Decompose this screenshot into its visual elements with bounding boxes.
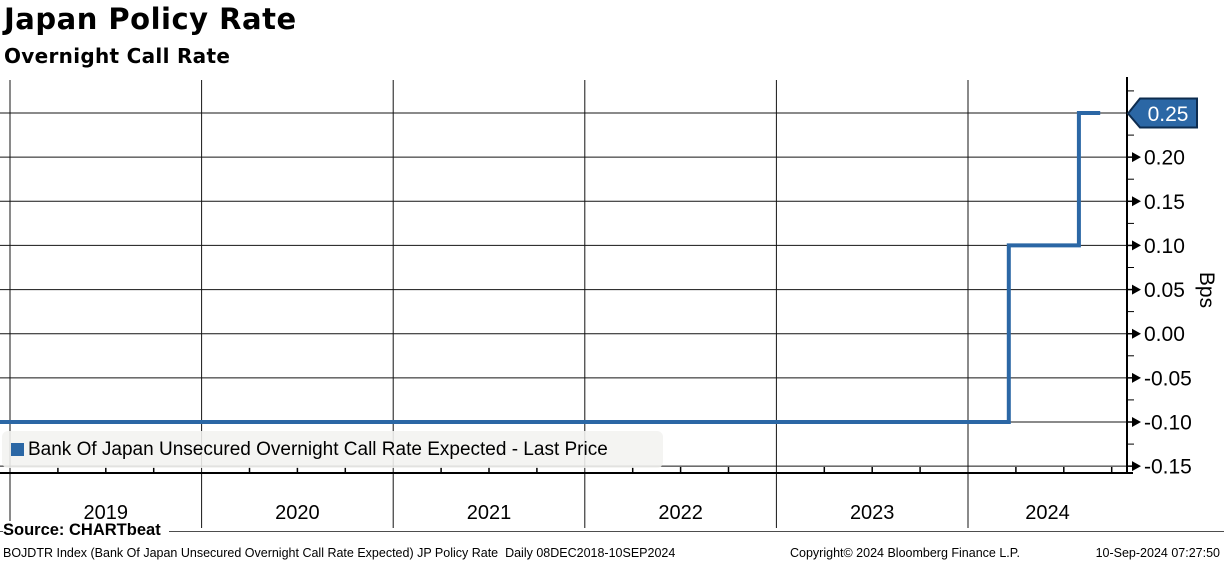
page-subtitle: Overnight Call Rate xyxy=(4,44,231,68)
x-tick-label: 2019 xyxy=(84,502,129,524)
page-title: Japan Policy Rate xyxy=(4,2,297,36)
last-price-label: 0.25 xyxy=(1148,103,1189,126)
x-tick-label: 2022 xyxy=(658,502,703,524)
y-tick-label: 0.00 xyxy=(1144,323,1185,346)
footer-copyright: Copyright© 2024 Bloomberg Finance L.P. xyxy=(790,546,1020,560)
y-tick-label: 0.15 xyxy=(1144,191,1185,214)
x-tick-label: 2021 xyxy=(467,502,512,524)
source-label: Source: CHARTbeat xyxy=(3,521,169,542)
y-tick-label: 0.20 xyxy=(1144,147,1185,170)
y-tick-label: -0.10 xyxy=(1144,411,1192,434)
y-tick-arrow-icon xyxy=(1132,416,1141,427)
y-tick-arrow-icon xyxy=(1132,461,1141,472)
y-tick-arrow-icon xyxy=(1132,284,1141,295)
y-axis-title: Bps xyxy=(1195,271,1218,309)
y-tick-label: -0.15 xyxy=(1144,456,1192,479)
footer-timestamp: 10-Sep-2024 07:27:50 xyxy=(1095,546,1220,560)
footer-description: BOJDTR Index (Bank Of Japan Unsecured Ov… xyxy=(3,546,676,560)
legend-label: Bank Of Japan Unsecured Overnight Call R… xyxy=(28,438,608,460)
y-tick-arrow-icon xyxy=(1132,152,1141,163)
y-tick-label: 0.05 xyxy=(1144,279,1185,302)
y-tick-arrow-icon xyxy=(1132,240,1141,251)
y-tick-arrow-icon xyxy=(1132,328,1141,339)
x-tick-label: 2020 xyxy=(275,502,320,524)
legend-swatch-icon xyxy=(11,443,24,456)
y-tick-label: 0.10 xyxy=(1144,235,1185,258)
footer: BOJDTR Index (Bank Of Japan Unsecured Ov… xyxy=(0,546,1224,564)
y-tick-arrow-icon xyxy=(1132,196,1141,207)
y-tick-arrow-icon xyxy=(1132,372,1141,383)
x-tick-label: 2023 xyxy=(850,502,895,524)
x-tick-label: 2024 xyxy=(1025,502,1070,524)
last-price-tag[interactable] xyxy=(1126,97,1198,129)
legend[interactable]: Bank Of Japan Unsecured Overnight Call R… xyxy=(2,431,663,468)
y-tick-label: -0.05 xyxy=(1144,367,1192,390)
footer-divider xyxy=(0,531,1224,532)
series-line xyxy=(0,111,1101,424)
